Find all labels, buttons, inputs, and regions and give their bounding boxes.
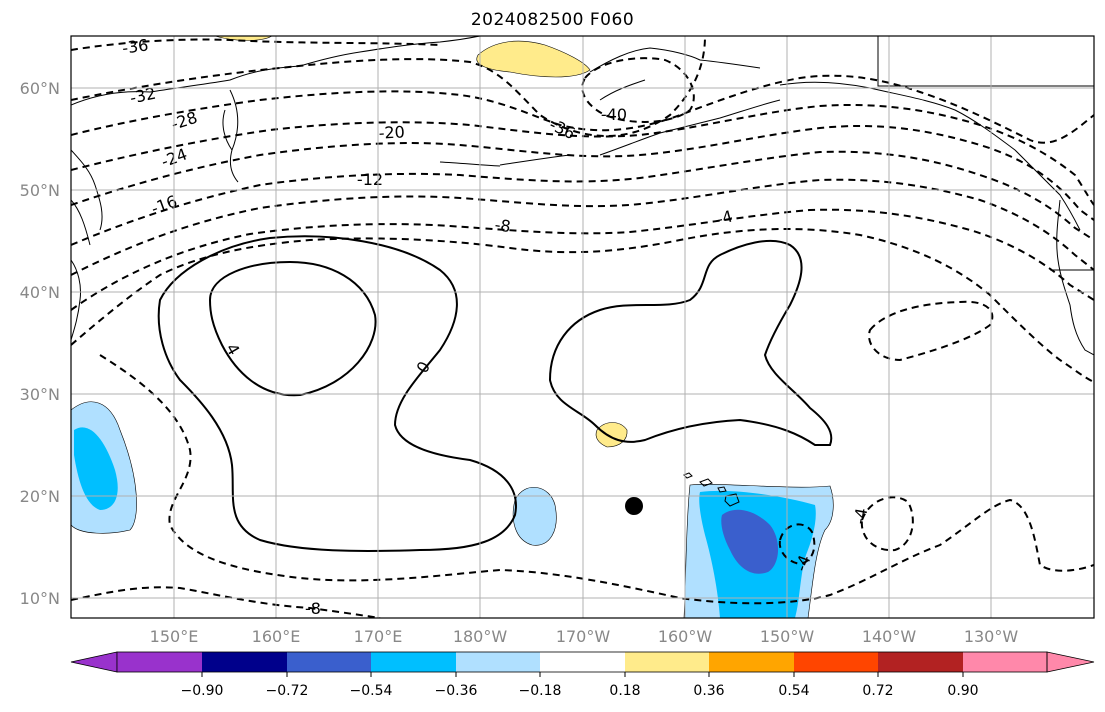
contour-minus4-ne-loop: [868, 300, 994, 362]
lat-tick-40n: 40°N: [20, 283, 60, 302]
shade-bering-yellow: [476, 40, 591, 78]
contour-label-minus8-south: -8: [305, 599, 321, 618]
coast-kamchatka: [222, 89, 239, 183]
black-dot-icon: [625, 497, 643, 515]
coast-kuril-sakhalin: [71, 149, 103, 246]
contour-minus28: [71, 74, 1094, 144]
colorbar-label-8: 0.54: [778, 683, 809, 699]
colorbar-label-6: 0.18: [609, 683, 640, 699]
contour-label-minus12: -12: [357, 170, 383, 189]
lat-tick-20n: 20°N: [20, 487, 60, 506]
lat-tick-10n: 10°N: [20, 589, 60, 608]
contour-minus16: [71, 150, 1094, 246]
lon-tick-140w: 140°W: [862, 627, 917, 646]
map-title: 2024082500 F060: [470, 10, 635, 30]
colorbar-frame: [116, 651, 1048, 673]
colorbar-bin-4: [371, 652, 456, 672]
colorbar-bin-1: [117, 652, 202, 672]
lon-tick-170e: 170°E: [354, 627, 403, 646]
colorbar-bin-11: [963, 652, 1047, 672]
coast-alaska-gulf: [779, 81, 1081, 231]
colorbar-label-10: 0.90: [947, 683, 978, 699]
colorbar-bin-9: [794, 652, 878, 672]
lon-tick-160w: 160°W: [658, 627, 713, 646]
lon-tick-labels: 150°E 160°E 170°E 180°W 170°W 160°W 150°…: [150, 627, 1019, 646]
lat-tick-30n: 30°N: [20, 385, 60, 404]
contour-label-minus20: -20: [378, 122, 405, 142]
lat-tick-60n: 60°N: [20, 79, 60, 98]
colorbar-bin-3: [287, 652, 371, 672]
shade-midpac-light-blue: [512, 486, 557, 546]
contour-minus36-top: [71, 38, 441, 51]
coast-japan: [71, 259, 81, 341]
shade-west-blue: [74, 427, 118, 510]
coast-aleutians: [439, 99, 781, 167]
colorbar-label-3: −0.54: [350, 683, 393, 699]
colorbar-label-5: −0.18: [519, 683, 562, 699]
contour-zero-west: [157, 235, 517, 552]
contour-minus40-loop: [581, 57, 695, 123]
colorbar-label-2: −0.72: [266, 683, 309, 699]
lat-tick-50n: 50°N: [20, 181, 60, 200]
lon-tick-150w: 150°W: [760, 627, 815, 646]
colorbar-bin-8: [709, 652, 794, 672]
contour-label-minus4-se: -4: [850, 507, 871, 526]
contour-minus4-hawaii-loop: [778, 523, 816, 566]
colorbar-extend-high: [1046, 651, 1095, 673]
colorbar-extend-low: [70, 651, 118, 673]
contour-zero-west-inner: [208, 260, 377, 397]
contour-minus32: [71, 36, 706, 137]
colorbar-bin-2: [202, 652, 287, 672]
colorbar-label-1: −0.90: [181, 683, 224, 699]
contour-zero-east: [548, 239, 833, 446]
coast-bc-wa-or: [1056, 199, 1094, 356]
shade-hawaii-dark-blue: [721, 509, 779, 574]
coastlines: [71, 36, 1094, 356]
contour-label-minus4-north: -4: [714, 206, 734, 228]
lon-tick-150e: 150°E: [150, 627, 199, 646]
contour-minus12: [71, 178, 1094, 276]
contour-minus4-south: [99, 354, 1094, 605]
contour-minus4-se-loop: [860, 496, 914, 552]
colorbar-bin-10: [878, 652, 963, 672]
contour-label-minus4-hawaii: -4: [791, 552, 814, 573]
contour-minus4-main: [71, 227, 1094, 383]
contour-label-minus40: -40: [601, 105, 627, 124]
contour-minus8: [71, 208, 1094, 311]
colorbar-label-4: −0.36: [435, 683, 478, 699]
coast-siberia: [71, 36, 481, 106]
graticule: [71, 36, 1094, 618]
map-frame: [70, 35, 1095, 619]
colorbar-bin-5: [456, 652, 540, 672]
colorbar-bin-6: [540, 652, 625, 672]
colorbar-label-9: 0.72: [862, 683, 893, 699]
lon-tick-170w: 170°W: [556, 627, 611, 646]
colorbar-label-7: 0.36: [693, 683, 724, 699]
contour-minus20: [71, 124, 1094, 221]
contour-label-minus36-top: -36: [121, 35, 150, 57]
hawaiian-islands: [683, 472, 740, 507]
colorbar-bin-7: [625, 652, 709, 672]
lon-tick-180w: 180°W: [453, 627, 508, 646]
lon-tick-130w: 130°W: [964, 627, 1019, 646]
lon-tick-160e: 160°E: [252, 627, 301, 646]
colorbar: −0.90 −0.72 −0.54 −0.36 −0.18 0.18 0.36 …: [70, 651, 1095, 699]
contour-label-minus8: -8: [494, 215, 512, 236]
coast-north-top: [877, 36, 1094, 87]
lat-tick-labels: 60°N 50°N 40°N 30°N 20°N 10°N: [20, 79, 60, 608]
